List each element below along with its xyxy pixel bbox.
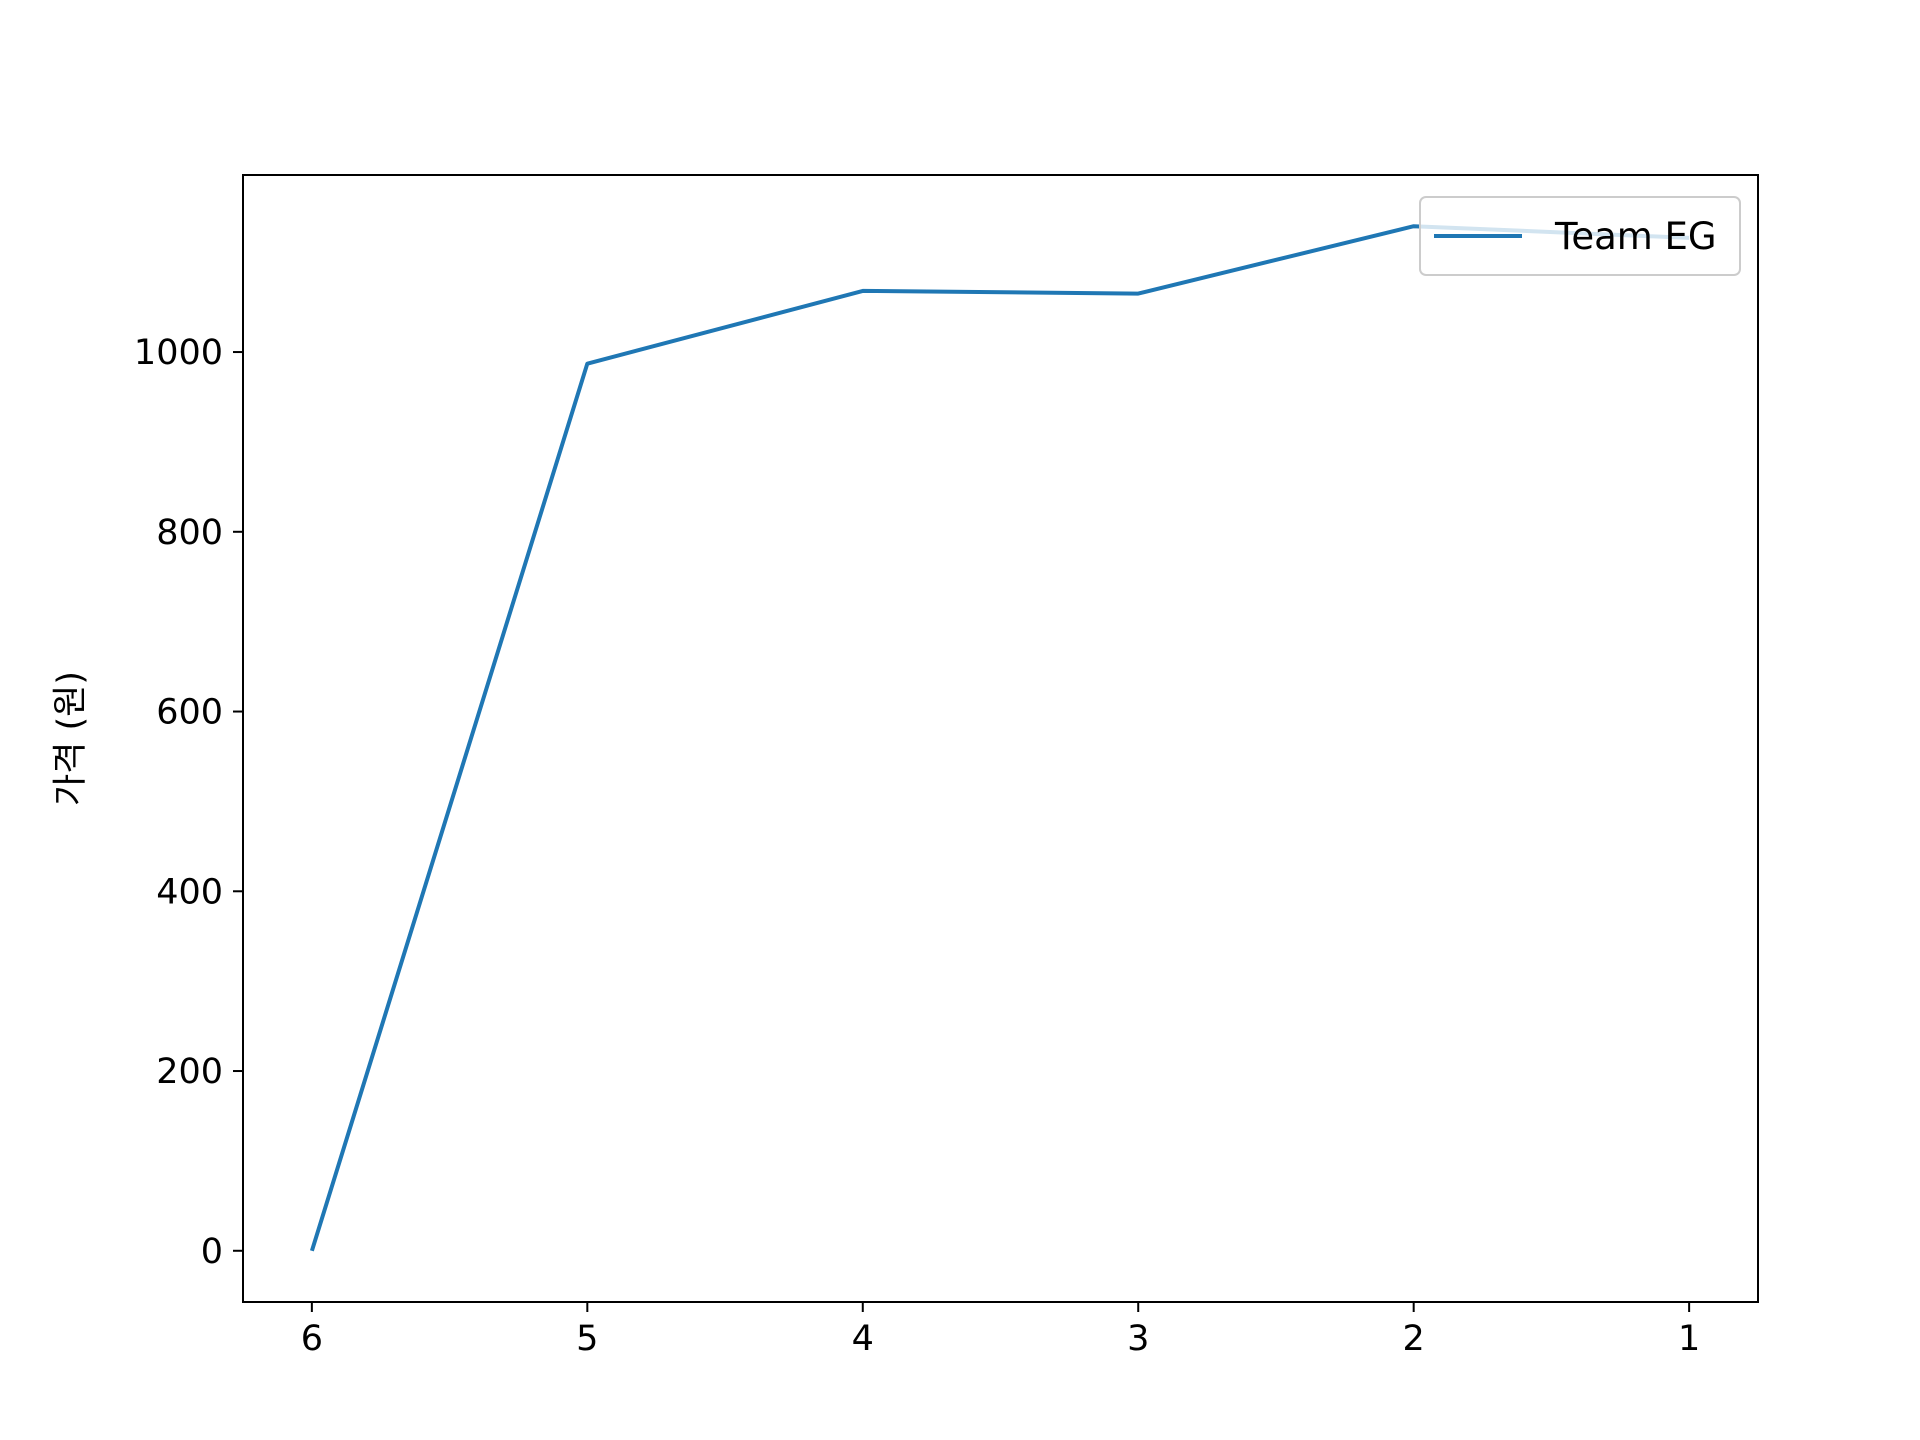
legend: Team EG bbox=[1419, 196, 1741, 276]
y-tick-label: 800 bbox=[156, 513, 223, 553]
x-tick-label: 6 bbox=[301, 1319, 323, 1359]
x-axis: 6 5 4 3 2 1 bbox=[301, 1302, 1700, 1359]
y-axis: 0 200 400 600 800 1000 bbox=[134, 333, 243, 1272]
plot-frame bbox=[242, 174, 1759, 1303]
y-axis-label: 가격 (원) bbox=[51, 671, 91, 806]
legend-entry-team-eg: Team EG bbox=[1554, 215, 1717, 258]
plot-area bbox=[243, 175, 1758, 1302]
legend-box bbox=[1419, 196, 1741, 276]
x-tick-label: 2 bbox=[1403, 1319, 1425, 1359]
x-tick-label: 5 bbox=[576, 1319, 598, 1359]
x-tick-label: 1 bbox=[1678, 1319, 1700, 1359]
x-tick-label: 3 bbox=[1127, 1319, 1149, 1359]
y-tick-label: 0 bbox=[201, 1232, 223, 1272]
y-tick-label: 1000 bbox=[134, 333, 223, 373]
y-tick-label: 200 bbox=[156, 1052, 223, 1092]
y-tick-label: 600 bbox=[156, 693, 223, 733]
x-tick-label: 4 bbox=[852, 1319, 874, 1359]
y-tick-label: 400 bbox=[156, 872, 223, 912]
